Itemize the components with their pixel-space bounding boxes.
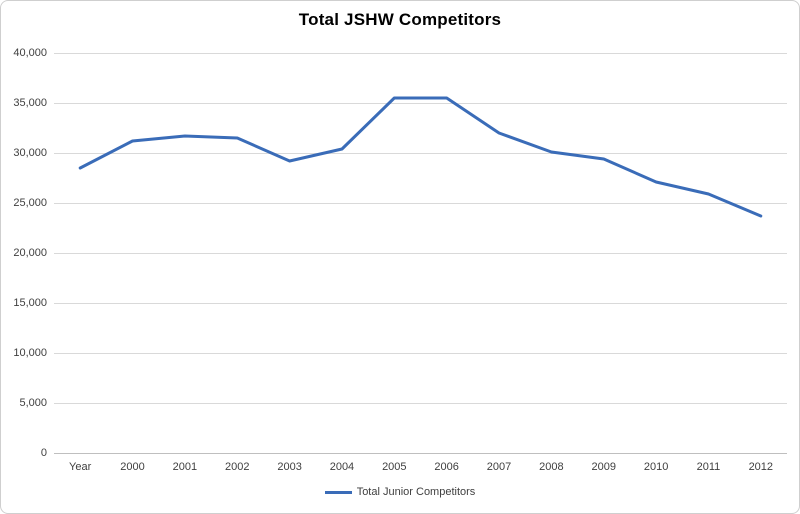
- x-axis-tick-label: 2004: [329, 461, 355, 473]
- y-gridline: [54, 302, 787, 304]
- y-axis-tick-label: 30,000: [13, 147, 47, 159]
- y-axis-tick-label: 5,000: [19, 397, 47, 409]
- x-axis-tick-label: 2011: [696, 461, 721, 473]
- x-axis-tick-label: 2003: [277, 461, 302, 473]
- x-axis-tick-label: 2007: [486, 461, 512, 473]
- x-axis-tick-label: 2010: [643, 461, 669, 473]
- x-axis-tick-label: 2001: [172, 461, 198, 473]
- y-gridline: [54, 252, 787, 254]
- y-gridline: [54, 152, 787, 154]
- x-axis-tick-label: 2000: [120, 461, 145, 473]
- y-axis-tick-label: 25,000: [13, 197, 47, 209]
- series-line: [78, 96, 763, 218]
- y-gridline: [54, 102, 787, 104]
- x-axis-tick-label: 2005: [382, 461, 407, 473]
- y-gridline: [54, 52, 787, 54]
- x-axis-tick-label: 2008: [539, 461, 564, 473]
- y-gridline: [54, 202, 787, 204]
- x-axis-tick-label: 2002: [225, 461, 250, 473]
- y-axis-tick-label: 0: [40, 447, 47, 459]
- y-gridline: [54, 352, 787, 354]
- x-axis-tick-label: Year: [69, 461, 92, 473]
- y-axis-tick-label: 10,000: [13, 347, 47, 359]
- x-axis-line: [54, 452, 787, 454]
- legend: Total Junior Competitors: [1, 486, 799, 498]
- y-axis-tick-label: 15,000: [13, 297, 47, 309]
- y-axis-tick-label: 35,000: [13, 97, 47, 109]
- x-axis-tick-label: 2009: [591, 461, 616, 473]
- y-axis-tick-label: 40,000: [13, 47, 47, 59]
- x-axis-tick-label: 2006: [434, 461, 459, 473]
- y-gridline: [54, 402, 787, 404]
- legend-label: Total Junior Competitors: [356, 486, 476, 498]
- chart-title: Total JSHW Competitors: [298, 10, 502, 29]
- x-axis-tick-label: 2012: [748, 461, 774, 473]
- legend-line-marker-icon: [324, 490, 352, 494]
- y-axis-tick-label: 20,000: [13, 247, 47, 259]
